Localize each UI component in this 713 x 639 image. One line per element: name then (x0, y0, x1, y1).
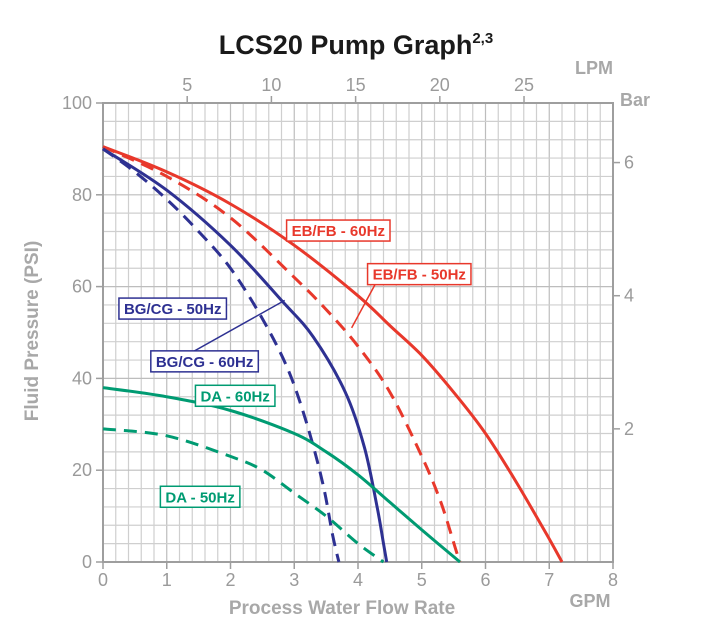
annotation-label-4: DA - 60Hz (200, 388, 269, 405)
x-tick-label: 6 (480, 570, 490, 590)
y-tick-label: 40 (72, 368, 92, 388)
annotation-box (285, 219, 391, 242)
series-line-1 (102, 145, 462, 563)
series-line-0 (102, 145, 564, 563)
top-tick-label: 5 (182, 75, 192, 95)
right-axis-unit-label: Bar (620, 90, 650, 110)
series-line-5 (102, 427, 385, 564)
right-tick-label: 2 (624, 419, 634, 439)
x-tick-label: 0 (98, 570, 108, 590)
top-tick-label: 25 (514, 75, 534, 95)
annotation-box (150, 350, 260, 373)
y-tick-label: 100 (62, 93, 92, 113)
annotation-box (366, 262, 472, 286)
x-tick-label: 5 (417, 570, 427, 590)
x-tick-label: 3 (289, 570, 299, 590)
series-line-2 (102, 147, 389, 563)
y-tick-label: 60 (72, 277, 92, 297)
chart-title-superscript: 2,3 (472, 30, 493, 47)
annotation-label-3: BG/CG - 60Hz (156, 354, 254, 371)
top-axis-unit-label: LPM (575, 58, 613, 78)
annotation-box (159, 485, 241, 509)
x-tick-label: 8 (608, 570, 618, 590)
y-axis-label: Fluid Pressure (PSI) (22, 241, 43, 422)
series-line-3 (102, 147, 341, 563)
annotation-box (118, 297, 228, 320)
chart-annotations: EB/FB - 60Hz EB/FB - 50Hz BG/CG - 50Hz BG/C… (118, 219, 472, 509)
chart-series-group (102, 145, 564, 564)
chart-title-main: LCS20 Pump Graph (219, 30, 473, 60)
chart-title: LCS20 Pump Graph2,3 (219, 30, 493, 60)
x-tick-label: 7 (544, 570, 554, 590)
series-line-4 (102, 386, 461, 564)
annotation-leader-line (350, 283, 377, 329)
y-tick-label: 0 (82, 552, 92, 572)
right-tick-label: 6 (624, 153, 634, 173)
annotation-label-2: BG/CG - 50Hz (124, 301, 222, 318)
annotation-label-0: EB/FB - 60Hz (292, 223, 385, 240)
annotation-label-1: EB/FB - 50Hz (373, 267, 466, 284)
annotation-label-5: DA - 50Hz (165, 489, 234, 506)
top-tick-label: 20 (430, 75, 450, 95)
right-tick-label: 4 (624, 286, 634, 306)
x-tick-label: 4 (353, 570, 363, 590)
x-axis-unit-label: GPM (569, 591, 610, 611)
y-tick-label: 20 (72, 460, 92, 480)
annotation-box (194, 384, 276, 408)
top-tick-label: 10 (261, 75, 281, 95)
x-axis-label: Process Water Flow Rate (229, 598, 455, 619)
y-tick-label: 80 (72, 185, 92, 205)
chart-grid (102, 102, 614, 563)
x-tick-label: 1 (162, 570, 172, 590)
x-tick-label: 2 (225, 570, 235, 590)
top-tick-label: 15 (346, 75, 366, 95)
